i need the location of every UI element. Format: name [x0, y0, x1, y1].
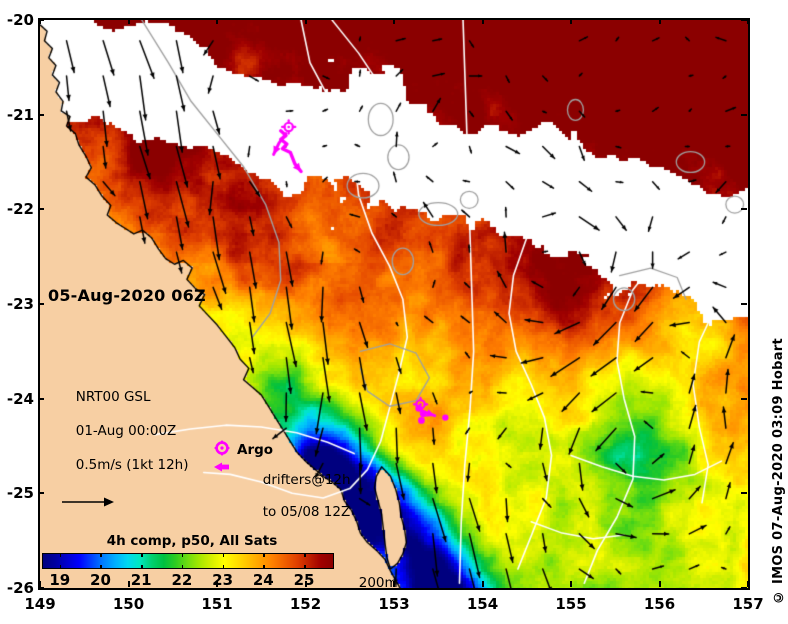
x-tick — [658, 581, 661, 587]
colorbar-tick-labels: 19 20 21 22 23 24 25 — [42, 571, 342, 589]
current-source-label: NRT00 GSL — [75, 389, 151, 405]
current-time-label: 01-Aug 00:00Z — [75, 423, 177, 439]
x-tick-label: 152 — [289, 595, 322, 613]
y-tick — [741, 492, 747, 495]
x-tick — [304, 18, 307, 24]
x-tick — [570, 18, 572, 24]
x-tick — [39, 581, 41, 587]
y-tick — [38, 397, 44, 400]
x-tick-label: 149 — [24, 595, 56, 613]
colorbar-gradient — [42, 553, 334, 569]
x-tick — [747, 18, 749, 24]
argo-legend-line2: drifters@12h — [262, 472, 351, 488]
x-tick — [570, 581, 572, 587]
y-tick — [741, 208, 747, 211]
y-tick-label: -24 — [6, 389, 34, 408]
x-tick-label: 150 — [112, 595, 145, 613]
x-tick — [39, 18, 41, 24]
x-tick — [481, 18, 484, 24]
x-tick — [481, 581, 484, 587]
argo-legend-line3: to 05/08 12Z — [262, 504, 351, 520]
y-tick — [38, 19, 44, 21]
y-tick — [38, 492, 44, 495]
y-tick-label: -23 — [6, 295, 34, 313]
current-scale-label: 0.5m/s (1kt 12h) — [75, 457, 189, 473]
map-overlay-layer — [40, 20, 748, 588]
x-tick — [393, 18, 395, 24]
date-stamp: 05-Aug-2020 06Z — [48, 286, 206, 305]
y-tick — [741, 587, 747, 589]
colorbar-tick-label: 19 — [49, 571, 71, 589]
x-tick-label: 153 — [378, 595, 410, 613]
x-tick-label: 151 — [201, 595, 233, 613]
colorbar-tick-label: 25 — [293, 571, 315, 589]
colorbar-tick-label: 21 — [130, 571, 152, 589]
y-tick-label: -20 — [6, 11, 34, 29]
colorbar-tick-label: 20 — [90, 571, 111, 589]
y-tick — [38, 208, 44, 211]
x-tick — [127, 581, 130, 587]
y-tick — [741, 19, 747, 21]
colorbar-ticks — [42, 553, 334, 569]
y-tick — [741, 303, 747, 305]
y-tick-label: -25 — [6, 484, 34, 503]
x-tick — [216, 581, 218, 587]
y-tick — [741, 397, 747, 400]
reference-arrow-icon — [62, 497, 114, 507]
argo-legend-detail: drifters@12h to 05/08 12Z — [237, 456, 351, 536]
current-vector-legend: NRT00 GSL 01-Aug 00:00Z 0.5m/s (1kt 12h) — [50, 372, 189, 544]
credit-text: © IMOS 07-Aug-2020 03:09 Hobart — [771, 337, 786, 604]
argo-float-icon — [214, 440, 230, 456]
x-tick — [127, 18, 130, 24]
x-tick — [393, 581, 395, 587]
x-tick — [304, 581, 307, 587]
x-tick — [216, 18, 218, 24]
map-plot-area[interactable]: 05-Aug-2020 06Z NRT00 GSL 01-Aug 00:00Z … — [38, 18, 750, 590]
colorbar-tick-label: 22 — [171, 571, 193, 589]
y-tick — [38, 303, 44, 305]
colorbar-tick-label: 24 — [252, 571, 274, 589]
x-tick-label: 157 — [732, 595, 764, 613]
y-tick-label: -22 — [6, 200, 34, 219]
bathy-200m-label: 200m — [358, 575, 398, 590]
y-tick — [741, 113, 747, 116]
drifter-track-icon — [214, 462, 229, 472]
y-tick-label: -26 — [6, 579, 34, 597]
x-tick — [747, 581, 749, 587]
argo-legend-title: Argo — [237, 442, 274, 458]
bathymetry-legend: 200m 1000m — [333, 559, 406, 590]
y-tick — [38, 113, 44, 116]
x-tick-label: 154 — [466, 595, 499, 613]
x-tick-label: 156 — [643, 595, 676, 613]
y-tick-label: -21 — [6, 105, 34, 124]
x-tick — [658, 18, 661, 24]
colorbar-title: 4h comp, p50, All Sats — [106, 533, 278, 549]
x-tick-label: 155 — [555, 595, 587, 613]
y-tick — [38, 587, 44, 589]
